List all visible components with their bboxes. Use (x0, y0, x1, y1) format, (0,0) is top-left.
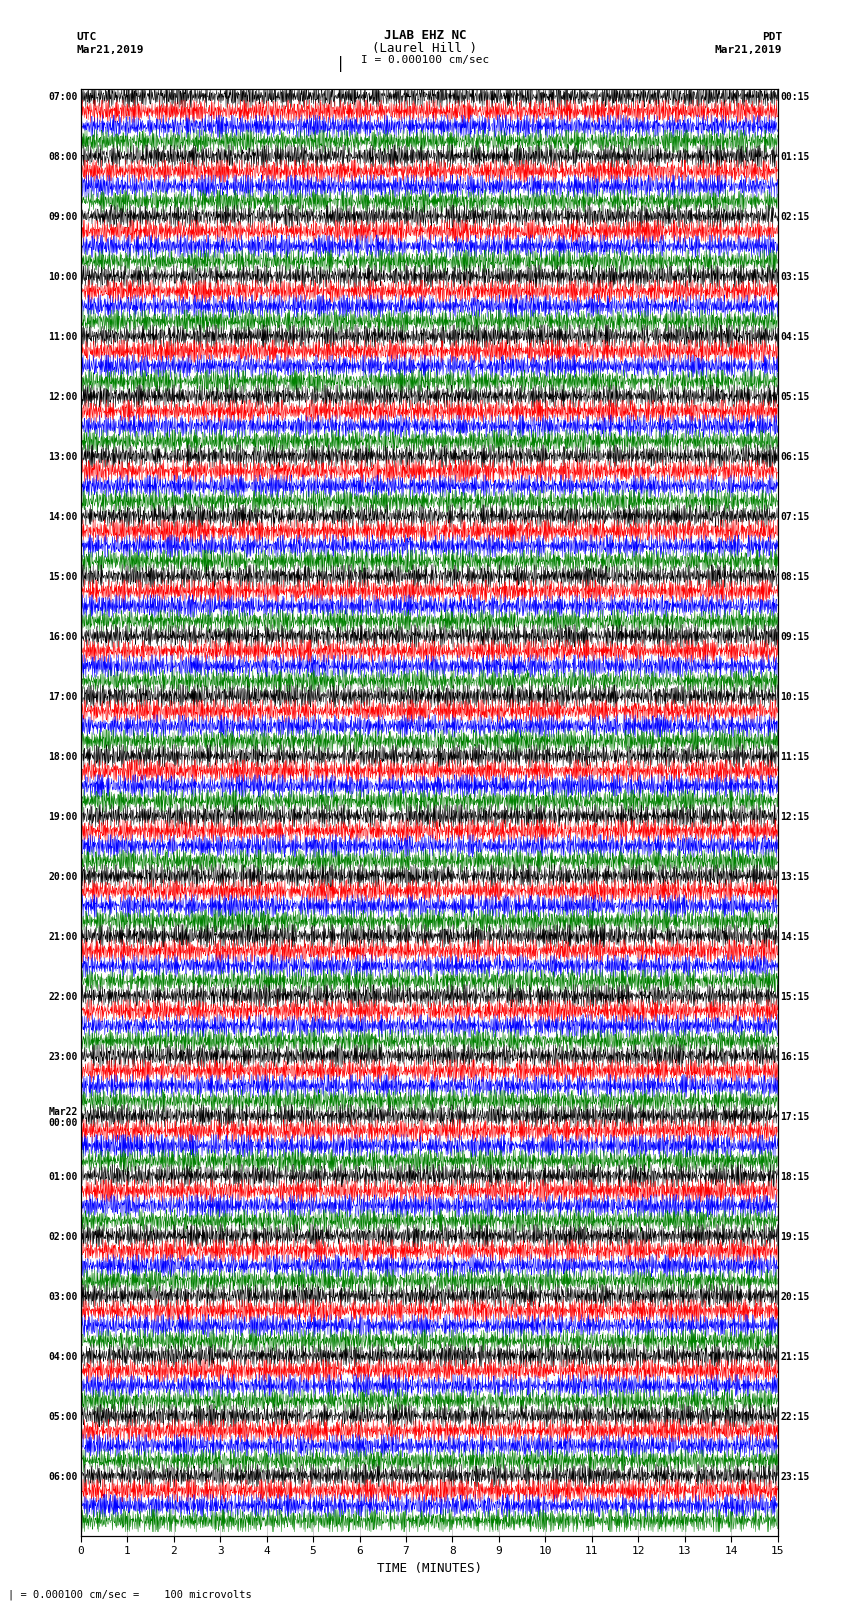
Text: | = 0.000100 cm/sec =    100 microvolts: | = 0.000100 cm/sec = 100 microvolts (8, 1589, 252, 1600)
Text: |: | (336, 56, 345, 73)
Text: JLAB EHZ NC: JLAB EHZ NC (383, 29, 467, 42)
Text: I = 0.000100 cm/sec: I = 0.000100 cm/sec (361, 55, 489, 65)
Text: PDT: PDT (762, 32, 782, 42)
Text: (Laurel Hill ): (Laurel Hill ) (372, 42, 478, 55)
Text: UTC: UTC (76, 32, 97, 42)
Text: Mar21,2019: Mar21,2019 (715, 45, 782, 55)
X-axis label: TIME (MINUTES): TIME (MINUTES) (377, 1561, 482, 1574)
Text: Mar21,2019: Mar21,2019 (76, 45, 144, 55)
